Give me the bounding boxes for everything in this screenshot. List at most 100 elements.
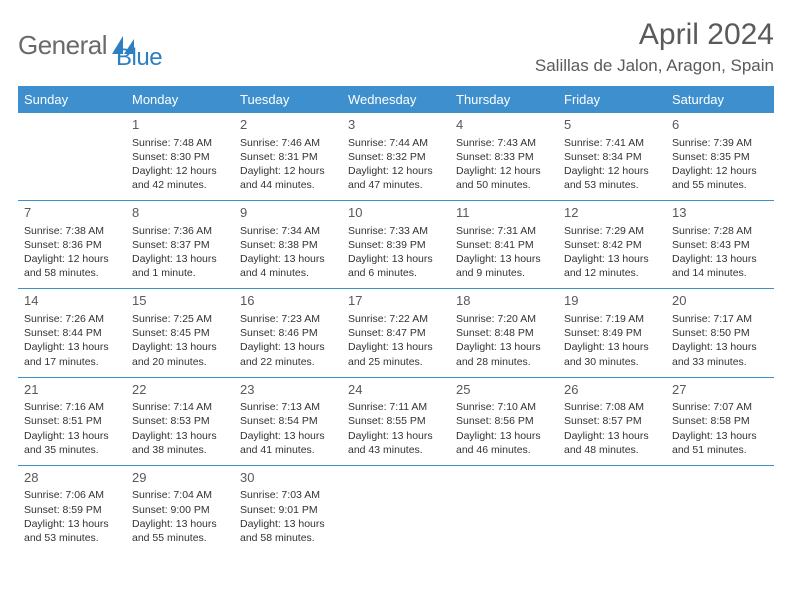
cell-text-line: and 28 minutes.: [456, 355, 552, 369]
calendar-cell: 30Sunrise: 7:03 AMSunset: 9:01 PMDayligh…: [234, 465, 342, 553]
cell-text-line: and 25 minutes.: [348, 355, 444, 369]
cell-text-line: Daylight: 13 hours: [132, 517, 228, 531]
cell-text-line: and 51 minutes.: [672, 443, 768, 457]
calendar-cell: [450, 465, 558, 553]
cell-text-line: Daylight: 13 hours: [348, 252, 444, 266]
cell-text-line: Sunset: 8:59 PM: [24, 503, 120, 517]
cell-text-line: Sunrise: 7:16 AM: [24, 400, 120, 414]
cell-text-line: Sunrise: 7:41 AM: [564, 136, 660, 150]
cell-text-line: Daylight: 12 hours: [240, 164, 336, 178]
cell-text-line: and 53 minutes.: [24, 531, 120, 545]
day-number: 30: [240, 469, 336, 487]
cell-text-line: Daylight: 13 hours: [348, 429, 444, 443]
calendar-cell: [558, 465, 666, 553]
calendar-cell: [666, 465, 774, 553]
cell-text-line: Sunset: 8:41 PM: [456, 238, 552, 252]
calendar-cell: 15Sunrise: 7:25 AMSunset: 8:45 PMDayligh…: [126, 289, 234, 377]
calendar-cell: 20Sunrise: 7:17 AMSunset: 8:50 PMDayligh…: [666, 289, 774, 377]
cell-text-line: Daylight: 13 hours: [132, 340, 228, 354]
cell-text-line: Daylight: 12 hours: [672, 164, 768, 178]
cell-text-line: Daylight: 13 hours: [240, 429, 336, 443]
cell-text-line: Sunrise: 7:33 AM: [348, 224, 444, 238]
calendar-cell: 22Sunrise: 7:14 AMSunset: 8:53 PMDayligh…: [126, 377, 234, 465]
day-number: 15: [132, 292, 228, 310]
day-number: 11: [456, 204, 552, 222]
cell-text-line: and 20 minutes.: [132, 355, 228, 369]
day-number: 23: [240, 381, 336, 399]
day-number: 29: [132, 469, 228, 487]
cell-text-line: Sunrise: 7:06 AM: [24, 488, 120, 502]
cell-text-line: Daylight: 13 hours: [564, 252, 660, 266]
cell-text-line: Daylight: 13 hours: [240, 517, 336, 531]
cell-text-line: Daylight: 12 hours: [132, 164, 228, 178]
cell-text-line: Sunset: 8:43 PM: [672, 238, 768, 252]
table-row: 28Sunrise: 7:06 AMSunset: 8:59 PM Dayligh…: [18, 465, 774, 553]
cell-text-line: Sunrise: 7:28 AM: [672, 224, 768, 238]
cell-text-line: and 42 minutes.: [132, 178, 228, 192]
cell-text-line: and 6 minutes.: [348, 266, 444, 280]
cell-text-line: and 41 minutes.: [240, 443, 336, 457]
table-row: 14Sunrise: 7:26 AMSunset: 8:44 PMDayligh…: [18, 289, 774, 377]
cell-text-line: and 50 minutes.: [456, 178, 552, 192]
brand-word-general: General: [18, 30, 107, 61]
cell-text-line: Daylight: 13 hours: [240, 340, 336, 354]
calendar-cell: 6Sunrise: 7:39 AMSunset: 8:35 PMDaylight…: [666, 113, 774, 201]
day-number: 5: [564, 116, 660, 134]
cell-text-line: Sunrise: 7:19 AM: [564, 312, 660, 326]
calendar-cell: 16 Sunrise: 7:23 AMSunset: 8:46 PMDayligh…: [234, 289, 342, 377]
day-header: Tuesday: [234, 86, 342, 113]
cell-text-line: and 14 minutes.: [672, 266, 768, 280]
cell-text-line: and 1 minute.: [132, 266, 228, 280]
cell-text-line: and 22 minutes.: [240, 355, 336, 369]
calendar-table: SundayMondayTuesdayWednesdayThursdayFrid…: [18, 86, 774, 553]
cell-text-line: Sunset: 8:38 PM: [240, 238, 336, 252]
cell-text-line: and 46 minutes.: [456, 443, 552, 457]
cell-text-line: Sunset: 8:46 PM: [240, 326, 336, 340]
cell-text-line: Sunrise: 7:13 AM: [240, 400, 336, 414]
cell-text-line: Sunrise: 7:23 AM: [240, 312, 336, 326]
day-number: 16: [240, 292, 336, 310]
calendar-cell: 7Sunrise: 7:38 AMSunset: 8:36 PMDaylight…: [18, 201, 126, 289]
table-row: 7Sunrise: 7:38 AMSunset: 8:36 PMDaylight…: [18, 201, 774, 289]
cell-text-line: Sunrise: 7:46 AM: [240, 136, 336, 150]
calendar-cell: 4Sunrise: 7:43 AMSunset: 8:33 PMDaylight…: [450, 113, 558, 201]
day-number: 24: [348, 381, 444, 399]
day-number: 10: [348, 204, 444, 222]
calendar-cell: 26Sunrise: 7:08 AMSunset: 8:57 PMDayligh…: [558, 377, 666, 465]
cell-text-line: Sunrise: 7:43 AM: [456, 136, 552, 150]
day-number: 2: [240, 116, 336, 134]
cell-text-line: Daylight: 13 hours: [456, 429, 552, 443]
cell-text-line: Sunset: 8:31 PM: [240, 150, 336, 164]
cell-text-line: Daylight: 13 hours: [672, 340, 768, 354]
day-number: 14: [24, 292, 120, 310]
calendar-cell: [18, 113, 126, 201]
brand-logo: General Blue: [18, 18, 162, 72]
cell-text-line: and 53 minutes.: [564, 178, 660, 192]
cell-text-line: Sunset: 8:53 PM: [132, 414, 228, 428]
day-number: 26: [564, 381, 660, 399]
cell-text-line: Sunset: 8:48 PM: [456, 326, 552, 340]
cell-text-line: Sunrise: 7:29 AM: [564, 224, 660, 238]
cell-text-line: Sunrise: 7:25 AM: [132, 312, 228, 326]
calendar-cell: 29Sunrise: 7:04 AMSunset: 9:00 PMDayligh…: [126, 465, 234, 553]
cell-text-line: Sunset: 8:30 PM: [132, 150, 228, 164]
cell-text-line: Sunrise: 7:10 AM: [456, 400, 552, 414]
cell-text-line: Sunset: 8:33 PM: [456, 150, 552, 164]
cell-text-line: Sunset: 9:01 PM: [240, 503, 336, 517]
cell-text-line: Sunrise: 7:03 AM: [240, 488, 336, 502]
calendar-cell: 10Sunrise: 7:33 AMSunset: 8:39 PMDayligh…: [342, 201, 450, 289]
day-number: 28: [24, 469, 120, 487]
page-header: General Blue April 2024 Salillas de Jalo…: [18, 18, 774, 76]
cell-text-line: Daylight: 13 hours: [672, 252, 768, 266]
calendar-cell: 23Sunrise: 7:13 AMSunset: 8:54 PMDayligh…: [234, 377, 342, 465]
cell-text-line: Sunset: 8:44 PM: [24, 326, 120, 340]
cell-text-line: Sunset: 8:50 PM: [672, 326, 768, 340]
cell-text-line: and 33 minutes.: [672, 355, 768, 369]
cell-text-line: Sunset: 8:47 PM: [348, 326, 444, 340]
calendar-cell: [342, 465, 450, 553]
cell-text-line: Sunrise: 7:17 AM: [672, 312, 768, 326]
day-number: 6: [672, 116, 768, 134]
cell-text-line: and 17 minutes.: [24, 355, 120, 369]
cell-text-line: Sunrise: 7:22 AM: [348, 312, 444, 326]
cell-text-line: Sunset: 8:54 PM: [240, 414, 336, 428]
